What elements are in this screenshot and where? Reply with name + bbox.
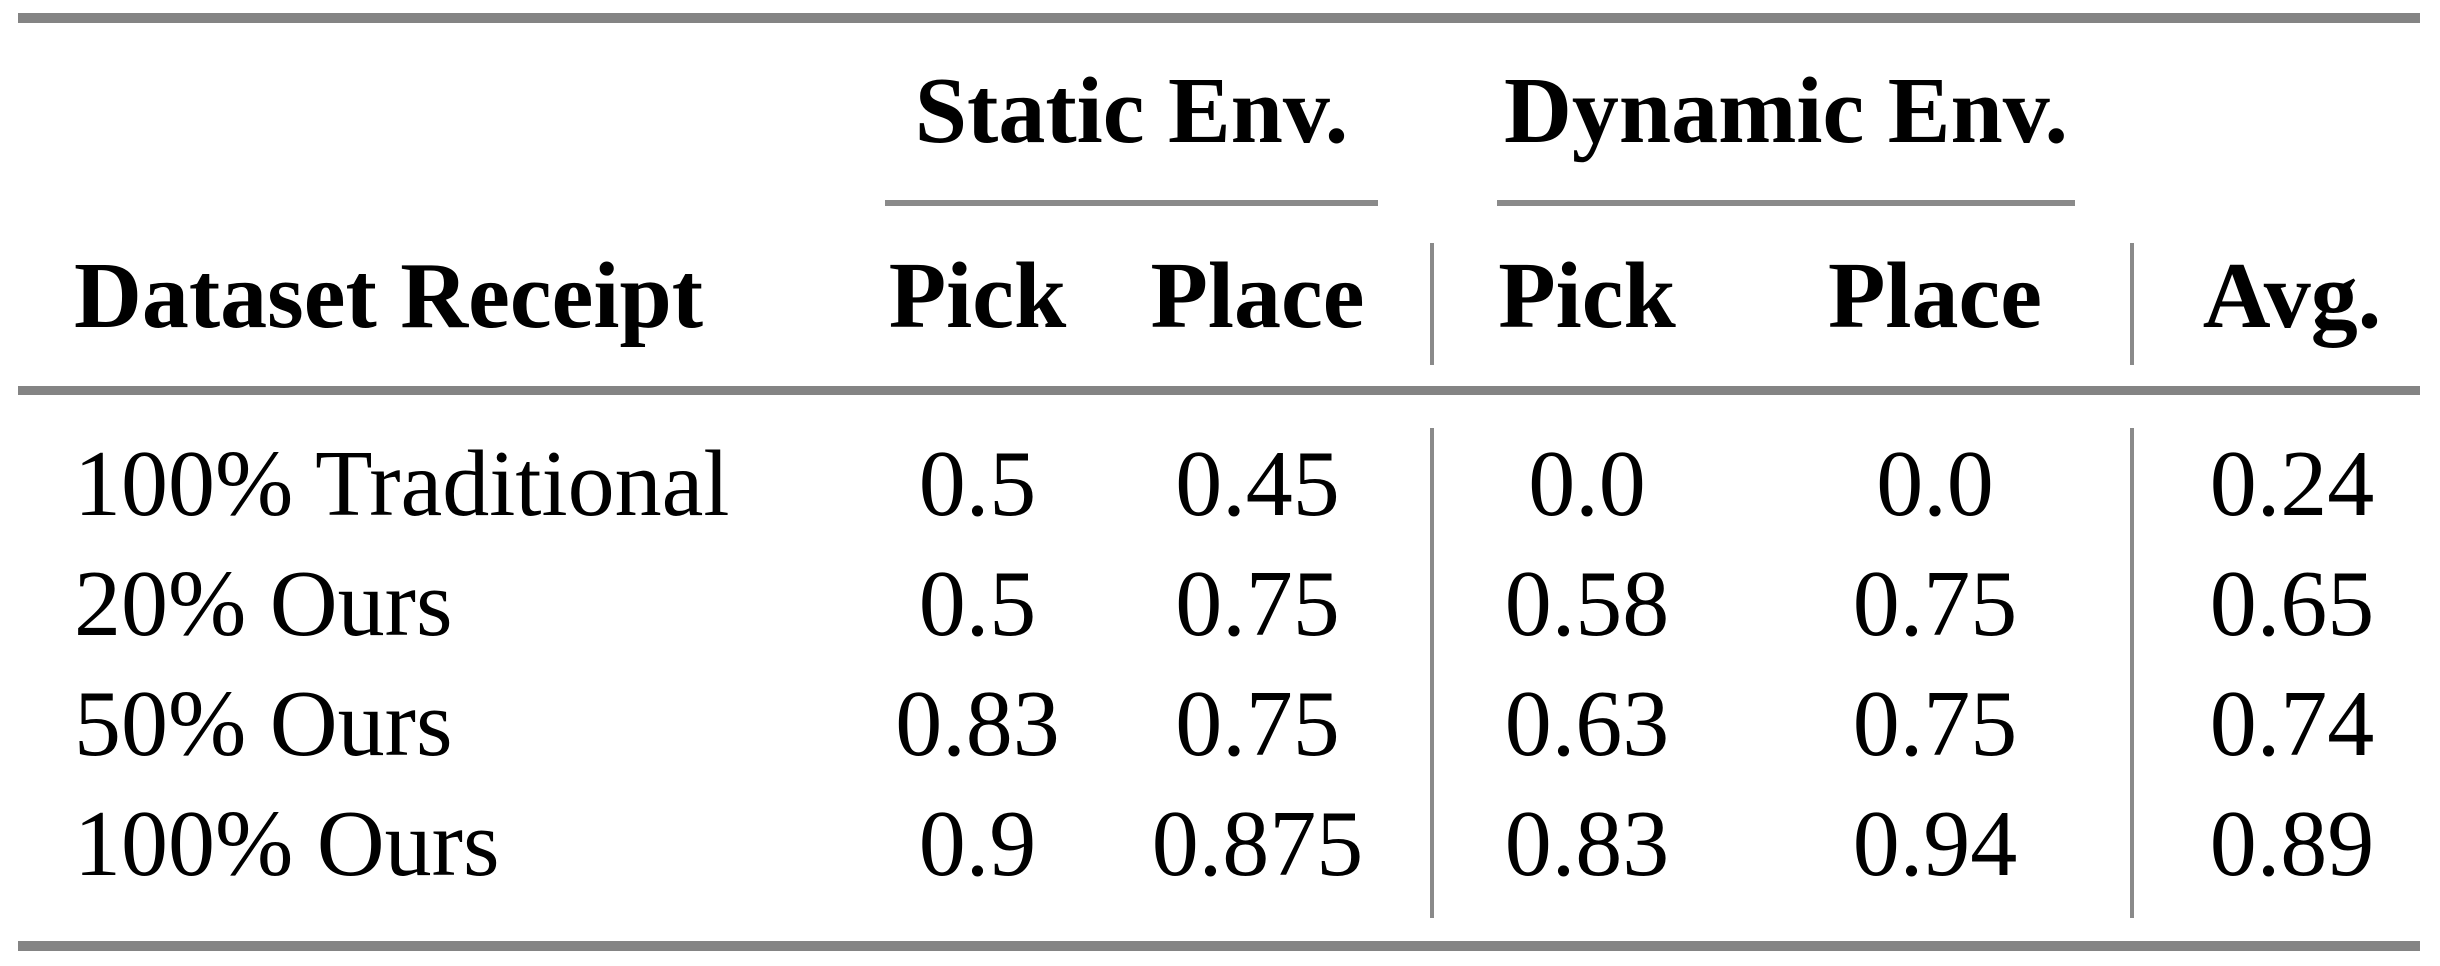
cell-static-pick: 0.5 (918, 432, 1037, 536)
static-env-underline (885, 200, 1378, 206)
cell-avg: 0.74 (2209, 672, 2375, 776)
cell-static-place: 0.75 (1175, 672, 1340, 776)
col-header-static-place: Place (1150, 244, 1365, 348)
cell-avg: 0.24 (2209, 432, 2375, 536)
cell-avg: 0.89 (2209, 792, 2375, 896)
cell-dynamic-pick: 0.58 (1504, 552, 1670, 656)
col-header-dynamic-pick: Pick (1498, 244, 1676, 348)
column-header-row: Dataset Receipt Pick Place Pick Place Av… (18, 232, 2420, 360)
cell-dynamic-place: 0.75 (1852, 672, 2018, 776)
row-label: 50% Ours (74, 672, 453, 776)
col-header-avg: Avg. (2202, 244, 2382, 348)
vertical-divider-static-dynamic (1430, 243, 1434, 365)
table-row: 100% Ours 0.9 0.875 0.83 0.94 0.89 (18, 784, 2420, 904)
group-header-dynamic-env: Dynamic Env. (1503, 59, 2069, 163)
cell-static-pick: 0.9 (918, 792, 1037, 896)
vertical-divider-dynamic-avg (2130, 428, 2134, 918)
dynamic-env-underline (1497, 200, 2075, 206)
table-row: 20% Ours 0.5 0.75 0.58 0.75 0.65 (18, 544, 2420, 664)
table-header-rule (18, 386, 2420, 395)
table-row: 50% Ours 0.83 0.75 0.63 0.75 0.74 (18, 664, 2420, 784)
cell-dynamic-pick: 0.83 (1504, 792, 1670, 896)
cell-static-place: 0.75 (1175, 552, 1340, 656)
vertical-divider-static-dynamic (1430, 428, 1434, 918)
cell-static-place: 0.45 (1175, 432, 1340, 536)
row-label: 100% Traditional (74, 432, 730, 536)
cell-static-place: 0.875 (1151, 792, 1364, 896)
table-row: 100% Traditional 0.5 0.45 0.0 0.0 0.24 (18, 424, 2420, 544)
cell-dynamic-place: 0.75 (1852, 552, 2018, 656)
group-header-static-env: Static Env. (914, 59, 1349, 163)
vertical-divider-dynamic-avg (2130, 243, 2134, 365)
cell-dynamic-place: 0.0 (1876, 432, 1994, 536)
table-top-rule (18, 13, 2420, 23)
col-header-dataset-receipt: Dataset Receipt (74, 244, 704, 348)
row-label: 100% Ours (74, 792, 500, 896)
cell-dynamic-pick: 0.0 (1528, 432, 1646, 536)
cell-static-pick: 0.83 (895, 672, 1060, 776)
col-header-static-pick: Pick (888, 244, 1067, 348)
cell-avg: 0.65 (2209, 552, 2375, 656)
cell-dynamic-pick: 0.63 (1504, 672, 1670, 776)
cell-static-pick: 0.5 (918, 552, 1037, 656)
table-bottom-rule (18, 941, 2420, 951)
row-label: 20% Ours (74, 552, 453, 656)
col-header-dynamic-place: Place (1828, 244, 2042, 348)
cell-dynamic-place: 0.94 (1852, 792, 2018, 896)
